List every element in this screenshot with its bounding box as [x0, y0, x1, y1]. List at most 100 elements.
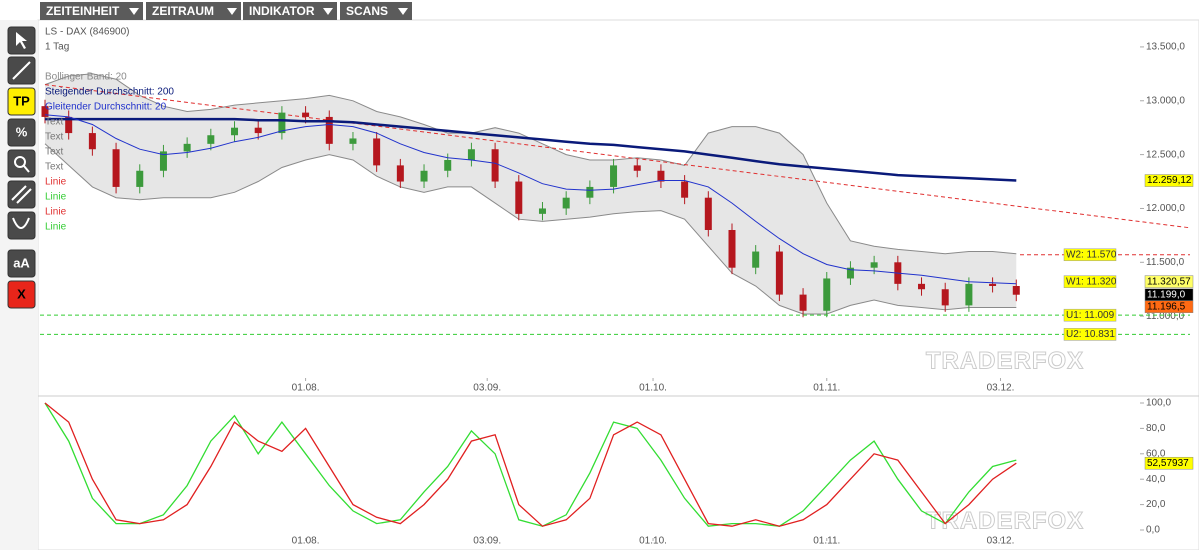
candle-body	[562, 197, 570, 209]
level-label: U2: 10.831	[1066, 329, 1115, 340]
price-tag-label: 11.196,5	[1147, 301, 1186, 312]
oscillator-line	[44, 402, 1017, 527]
candle-body	[467, 149, 475, 160]
tool-button[interactable]	[7, 87, 36, 116]
candle-body	[989, 283, 997, 286]
candle-body	[88, 133, 96, 150]
candle-body	[681, 181, 689, 198]
x-tick-label: 01.11.	[813, 383, 840, 394]
price-tag	[1144, 300, 1194, 313]
watermark: TRADERFOX	[926, 507, 1084, 534]
x-tick-label: 01.08.	[292, 536, 320, 547]
candle-body	[396, 165, 404, 182]
chart-subtitle: 1 Tag	[45, 42, 69, 53]
x-tick-label: 01.10.	[639, 536, 667, 547]
level-box	[1063, 275, 1117, 288]
legend-entry: Text	[45, 132, 64, 143]
tool-button[interactable]	[7, 118, 36, 147]
candle-body	[704, 197, 712, 230]
x-tick-label: 03.09.	[473, 536, 501, 547]
chart-title: LS - DAX (846900)	[45, 27, 130, 38]
candle-body	[775, 251, 783, 295]
tool-button[interactable]	[7, 211, 36, 240]
tool-icon	[11, 185, 27, 201]
tool-icon	[16, 32, 27, 49]
candle-body	[254, 127, 262, 134]
price-tag-label: 52,57937	[1147, 458, 1189, 469]
menu-arrow	[398, 8, 408, 15]
menu-label: SCANS	[346, 4, 388, 18]
price-tag-label: 11.320,57	[1147, 276, 1191, 287]
candle-body	[728, 230, 736, 268]
x-tick-label: 03.09.	[473, 383, 501, 394]
tool-button[interactable]	[7, 149, 36, 178]
x-tick-label: 01.08.	[292, 383, 320, 394]
chart-frame	[37, 19, 1199, 550]
candle-body	[1012, 286, 1020, 295]
y-tick-label: 12.500,0	[1146, 149, 1185, 160]
tool-icon	[14, 156, 26, 168]
candle-body	[633, 165, 641, 171]
x-tick-label: 01.11.	[813, 536, 840, 547]
level-label: W1: 11.320	[1066, 276, 1117, 287]
y-tick-label: 40,0	[1146, 474, 1166, 485]
y-tick-label: 20,0	[1146, 499, 1166, 510]
menu-arrow	[323, 8, 333, 15]
tool-button[interactable]	[7, 180, 36, 209]
x-tick-label: 01.10.	[639, 383, 667, 394]
watermark: TRADERFOX	[926, 347, 1084, 374]
menu-label: ZEITEINHEIT	[46, 4, 120, 18]
bollinger-fill	[45, 73, 1017, 314]
level-box	[1063, 248, 1117, 262]
tool-label: aA	[13, 255, 30, 270]
candle-body	[965, 283, 973, 306]
tool-icon	[16, 188, 32, 204]
menu-button[interactable]	[40, 2, 143, 20]
legend-entry: Bollinger Band: 20	[45, 72, 127, 83]
trendline	[44, 84, 1191, 229]
legend-entry: Linie	[45, 222, 67, 233]
menu-button[interactable]	[146, 2, 241, 20]
candle-body	[278, 112, 286, 134]
legend-entry: Text	[45, 147, 64, 158]
x-tick-label: 03.12.	[987, 383, 1015, 394]
menu-label: ZEITRAUM	[152, 4, 214, 18]
candle-body	[846, 267, 854, 279]
candle-body	[586, 186, 594, 198]
candle-body	[65, 116, 73, 134]
tool-label: X	[17, 286, 26, 301]
legend-entry: Linie	[45, 177, 67, 188]
tool-button[interactable]	[7, 280, 36, 309]
candle-body	[183, 143, 191, 152]
level-label: W2: 11.570	[1066, 249, 1117, 260]
y-tick-label: 100,0	[1146, 398, 1171, 409]
tool-icon	[23, 165, 30, 173]
menu-arrow	[129, 8, 139, 15]
legend-entry: Text	[45, 117, 64, 128]
menu-button[interactable]	[340, 2, 412, 20]
y-tick-label: 60,0	[1146, 448, 1166, 459]
legend-entry: Steigender Durchschnitt: 200	[45, 87, 174, 98]
candle-body	[610, 165, 618, 187]
menu-arrow	[227, 8, 237, 15]
tool-icon	[12, 61, 31, 80]
tool-label: TP	[13, 93, 30, 108]
candle-body	[420, 170, 428, 182]
candle-body	[657, 170, 665, 182]
tool-button[interactable]	[7, 249, 36, 278]
price-tag	[1144, 174, 1194, 187]
price-tag-label: 12.259,12	[1147, 175, 1192, 186]
candle-body	[325, 116, 333, 144]
candle-body	[136, 170, 144, 187]
price-tag	[1144, 456, 1194, 470]
candle-body	[349, 138, 357, 144]
oscillator-line	[44, 402, 1017, 527]
candle-body	[302, 112, 310, 117]
legend-entry: Linie	[45, 207, 67, 218]
y-tick-label: 80,0	[1146, 423, 1166, 434]
y-tick-label: 0,0	[1146, 525, 1160, 536]
y-tick-label: 12.000,0	[1146, 203, 1185, 214]
menu-button[interactable]	[243, 2, 337, 20]
moving-average	[44, 114, 1017, 285]
level-box	[1063, 308, 1117, 322]
